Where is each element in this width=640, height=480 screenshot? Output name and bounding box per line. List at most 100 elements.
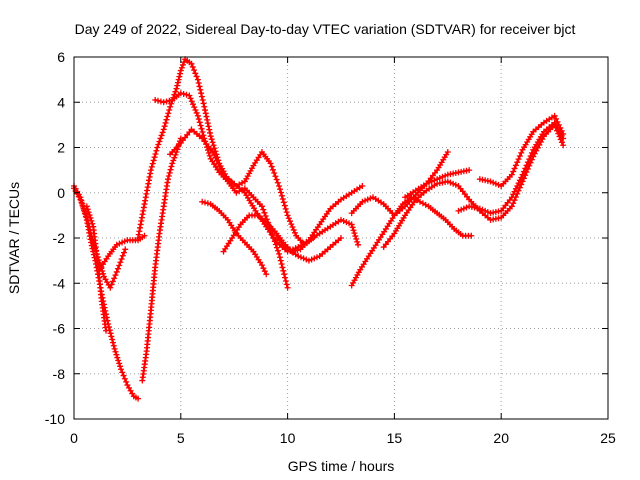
data-point-marker [194, 76, 201, 83]
data-point-marker [277, 189, 284, 196]
data-point-marker [117, 363, 124, 370]
data-point-marker [206, 152, 213, 159]
data-point-marker [188, 98, 195, 105]
data-point-marker [273, 176, 280, 183]
data-point-marker [190, 101, 197, 108]
data-point-marker [177, 90, 184, 97]
data-point-marker [135, 395, 142, 402]
data-point-marker [167, 103, 174, 110]
data-point-marker [280, 199, 287, 206]
series-trace-4 [83, 203, 110, 334]
data-point-marker [260, 206, 267, 213]
data-point-marker [281, 271, 288, 278]
x-tick-label: 10 [280, 430, 296, 446]
data-point-marker [351, 230, 358, 237]
data-point-marker [158, 132, 165, 139]
data-point-marker [200, 132, 207, 139]
data-point-marker [103, 327, 110, 334]
data-point-marker [352, 233, 359, 240]
data-point-marker [83, 203, 90, 210]
y-tick-label: 2 [57, 140, 65, 156]
y-tick-label: -2 [53, 230, 66, 246]
data-point-marker [141, 232, 148, 239]
series-trace-11 [273, 235, 344, 264]
data-point-marker [160, 126, 167, 133]
data-point-marker [114, 354, 121, 361]
data-point-marker [348, 221, 355, 228]
x-tick-label: 25 [600, 430, 616, 446]
data-point-marker [560, 130, 567, 137]
series-line [72, 184, 140, 400]
data-point-marker [349, 224, 356, 231]
data-point-marker [514, 159, 521, 166]
data-point-marker [175, 76, 182, 83]
data-point-marker [107, 330, 114, 337]
data-point-marker [487, 178, 494, 185]
data-point-marker [109, 336, 116, 343]
data-point-marker [121, 375, 128, 382]
data-point-marker [452, 181, 459, 188]
data-point-marker [205, 123, 212, 130]
data-point-marker [208, 136, 215, 143]
data-point-marker [183, 91, 190, 98]
data-point-marker [263, 271, 270, 278]
data-point-marker [219, 168, 226, 175]
data-point-marker [526, 156, 533, 163]
data-point-marker [272, 173, 279, 180]
data-point-marker [186, 92, 193, 99]
data-point-marker [206, 129, 213, 136]
data-point-marker [276, 254, 283, 261]
series-trace-12 [348, 194, 475, 289]
y-tick-label: -4 [53, 275, 66, 291]
data-point-marker [155, 97, 162, 104]
data-point-marker [122, 246, 129, 253]
data-point-marker [153, 147, 160, 154]
data-point-marker [362, 197, 369, 204]
data-point-marker [523, 162, 530, 169]
data-point-marker [476, 205, 483, 212]
data-point-marker [423, 180, 430, 187]
data-point-marker [515, 156, 522, 163]
data-point-marker [518, 149, 525, 156]
data-point-marker [510, 168, 517, 175]
data-point-marker [156, 138, 163, 145]
data-point-marker [123, 378, 130, 385]
data-point-marker [191, 104, 198, 111]
data-point-marker [346, 220, 353, 227]
data-point-marker [295, 253, 302, 260]
data-point-marker [553, 115, 560, 122]
data-point-marker [171, 154, 178, 161]
data-point-marker [195, 80, 202, 87]
data-point-marker [455, 207, 462, 214]
data-point-marker [557, 124, 564, 131]
data-point-marker [112, 348, 119, 355]
data-point-marker [340, 218, 347, 225]
data-point-marker [211, 151, 218, 158]
data-point-marker [524, 159, 531, 166]
data-point-marker [172, 151, 179, 158]
data-point-marker [107, 284, 114, 291]
data-point-marker [79, 202, 86, 209]
data-point-marker [492, 180, 499, 187]
data-point-marker [554, 118, 561, 125]
data-point-marker [152, 96, 159, 103]
data-point-marker [194, 112, 201, 119]
x-tick-label: 0 [70, 430, 78, 446]
chart-title: Day 249 of 2022, Sidereal Day-to-day VTE… [75, 21, 576, 37]
data-point-marker [147, 167, 154, 174]
data-point-marker [196, 83, 203, 90]
data-point-marker [88, 217, 95, 224]
data-point-marker [300, 255, 307, 262]
data-point-marker [199, 96, 206, 103]
data-point-marker [202, 107, 209, 114]
data-point-marker [350, 227, 357, 234]
data-point-marker [512, 162, 519, 169]
data-point-marker [209, 149, 216, 156]
data-point-marker [560, 142, 567, 149]
data-point-marker [120, 372, 127, 379]
data-point-marker [148, 163, 155, 170]
data-point-marker [152, 150, 159, 157]
data-point-marker [159, 129, 166, 136]
data-point-marker [150, 157, 157, 164]
data-point-marker [458, 206, 465, 213]
